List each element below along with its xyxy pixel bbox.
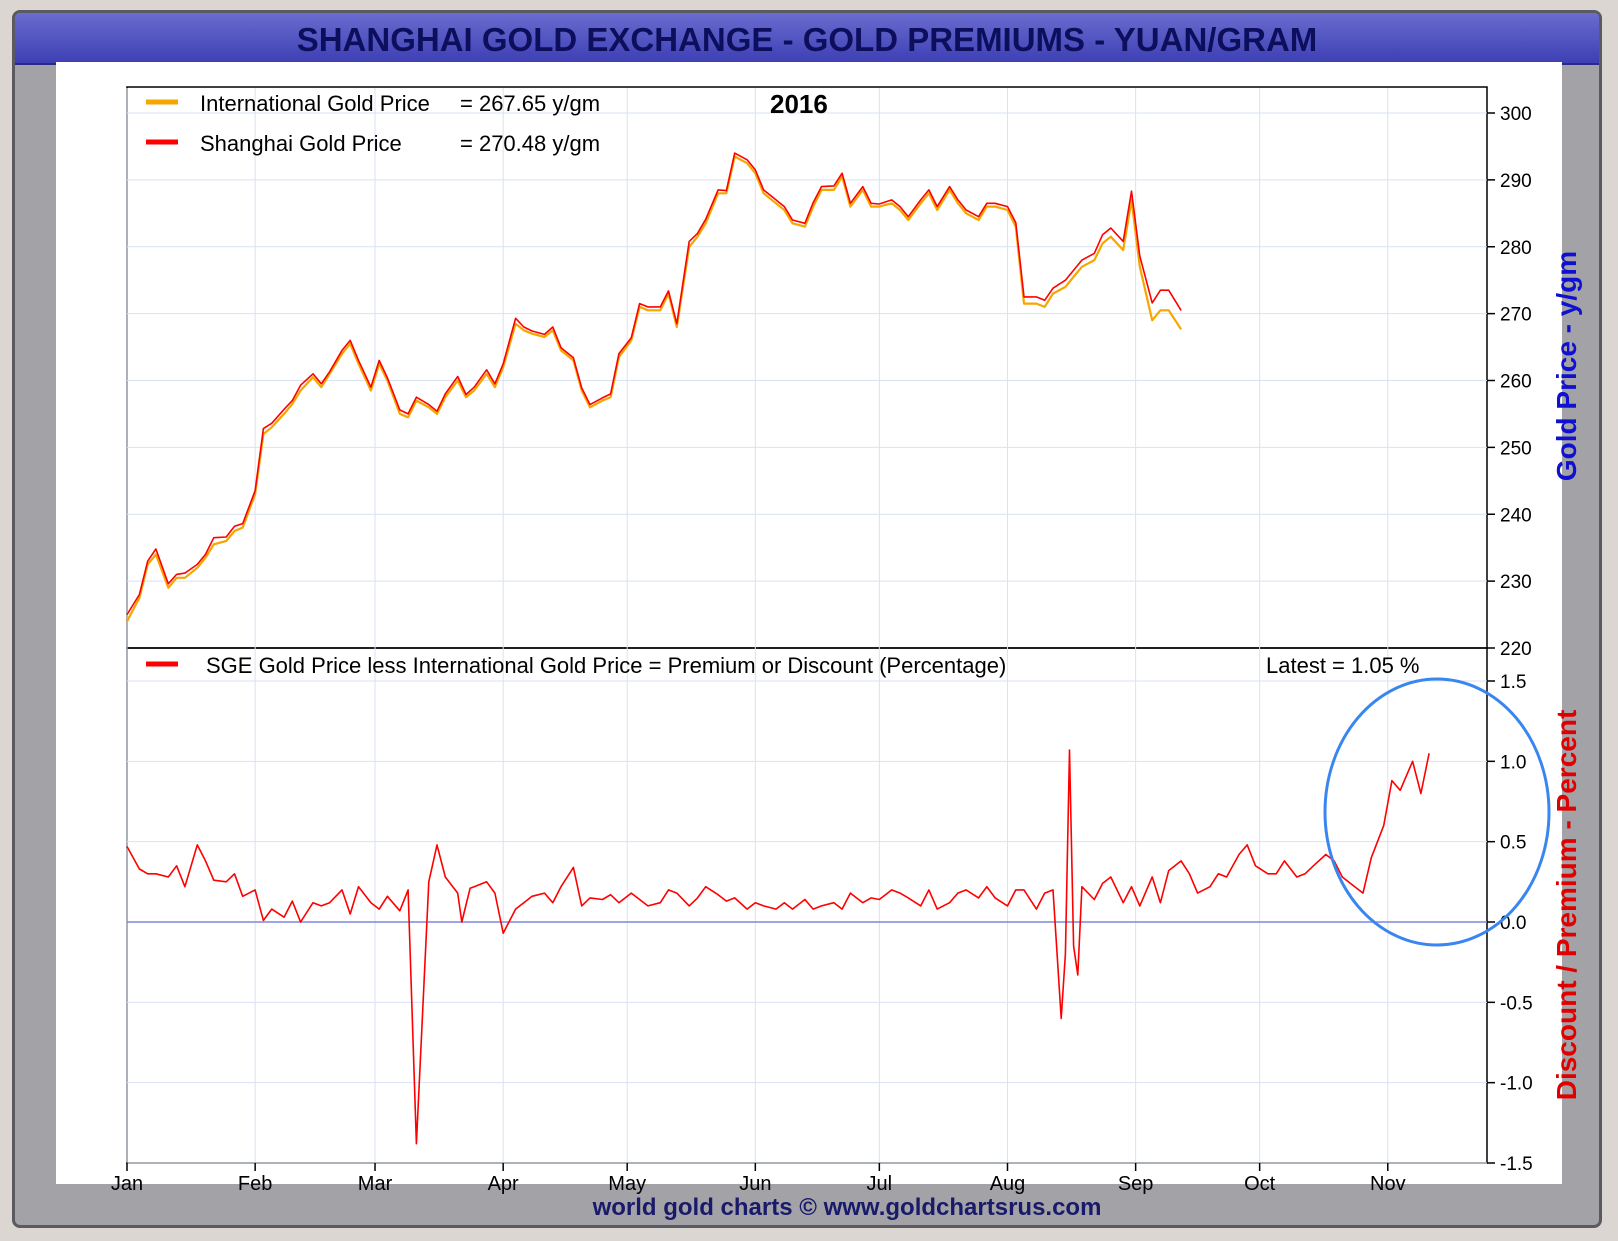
legend-value-international: = 267.65 y/gm — [460, 91, 600, 116]
price-y-tick-label: 240 — [1500, 505, 1532, 526]
chart-background — [56, 62, 1562, 1184]
title-bar: SHANGHAI GOLD EXCHANGE - GOLD PREMIUMS -… — [15, 13, 1599, 65]
x-tick-label: Nov — [1370, 1173, 1406, 1195]
highlight-circle — [1323, 677, 1551, 947]
x-tick-label: Feb — [238, 1173, 272, 1195]
price-y-tick-label: 220 — [1500, 639, 1532, 660]
series-line-shanghai — [126, 152, 1182, 616]
price-axis-title: Gold Price - y/gm — [1551, 251, 1582, 481]
premium-y-tick-label: 0.5 — [1500, 833, 1526, 854]
premium-y-tick-label: 1.0 — [1500, 752, 1526, 773]
price-y-tick-label: 250 — [1500, 438, 1532, 459]
price-y-tick-label: 290 — [1500, 171, 1532, 192]
x-tick-label: Apr — [488, 1173, 519, 1195]
series-line-international — [126, 155, 1183, 622]
price-y-tick-label: 260 — [1500, 372, 1532, 393]
price-y-tick-label: 300 — [1500, 104, 1532, 125]
x-tick-label: Mar — [358, 1173, 393, 1195]
legend-label-shanghai: Shanghai Gold Price — [200, 131, 402, 156]
premium-y-tick-label: -1.0 — [1500, 1074, 1533, 1095]
x-tick-label: Jan — [111, 1173, 143, 1195]
price-y-tick-label: 280 — [1500, 238, 1532, 259]
price-y-tick-label: 230 — [1500, 572, 1532, 593]
source-credit: world gold charts © www.goldchartsrus.co… — [592, 1194, 1102, 1221]
x-tick-label: Aug — [990, 1173, 1026, 1195]
latest-label: Latest = 1.05 % — [1266, 653, 1420, 678]
year-label: 2016 — [770, 89, 828, 119]
premium-y-tick-label: -0.5 — [1500, 993, 1533, 1014]
chart-title: SHANGHAI GOLD EXCHANGE - GOLD PREMIUMS -… — [296, 21, 1318, 58]
premium-y-tick-label: 1.5 — [1500, 672, 1526, 693]
legend-label-international: International Gold Price — [200, 91, 430, 116]
x-tick-label: Jun — [739, 1173, 771, 1195]
series-line-premium — [126, 749, 1430, 1145]
premium-y-tick-label: 0.0 — [1500, 913, 1526, 934]
x-tick-label: Oct — [1244, 1173, 1276, 1195]
x-tick-label: Sep — [1118, 1173, 1154, 1195]
premium-axis-title: Discount / Premium - Percent — [1551, 710, 1582, 1101]
legend-label-premium: SGE Gold Price less International Gold P… — [206, 653, 1006, 678]
premium-y-tick-label: -1.5 — [1500, 1154, 1533, 1175]
x-tick-label: Jul — [867, 1173, 893, 1195]
axes: Jan Feb Mar Apr May Jun Jul Aug Sep Oct Nov 220 230 2… — [111, 104, 1533, 1195]
series-lines — [126, 152, 1430, 1145]
grid — [126, 88, 1487, 1164]
x-tick-label: May — [608, 1173, 646, 1195]
price-y-tick-label: 270 — [1500, 305, 1532, 326]
legend-value-shanghai: = 270.48 y/gm — [460, 131, 600, 156]
